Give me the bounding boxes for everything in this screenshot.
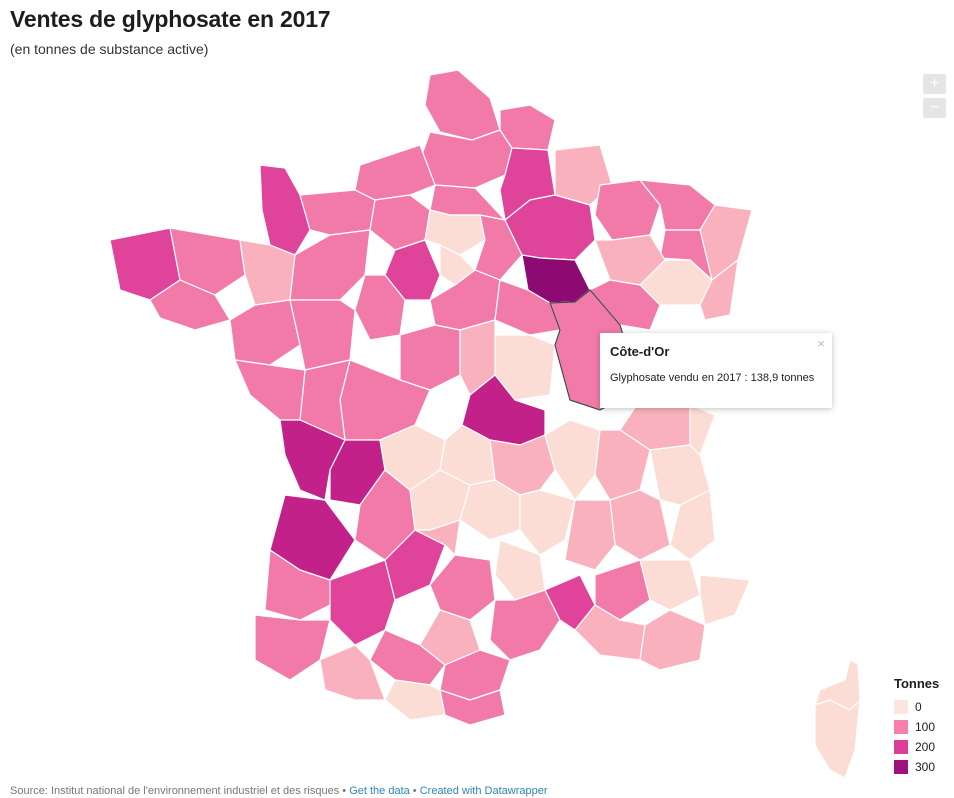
department-region[interactable]: [384, 529, 446, 601]
department-region[interactable]: [234, 359, 306, 421]
department-region[interactable]: [419, 129, 513, 189]
department-region[interactable]: [699, 574, 751, 626]
department-region[interactable]: [499, 104, 556, 151]
department-region[interactable]: [639, 559, 701, 611]
legend-label: 100: [915, 720, 936, 734]
department-region[interactable]: [564, 499, 616, 571]
legend-title: Tonnes: [894, 676, 940, 691]
department-region[interactable]: [354, 144, 436, 201]
close-icon[interactable]: ×: [817, 336, 825, 351]
separator: •: [339, 785, 350, 797]
department-region[interactable]: [594, 559, 651, 621]
department-region[interactable]: [814, 699, 861, 779]
department-region[interactable]: [384, 679, 446, 721]
department-region[interactable]: [414, 519, 461, 556]
legend-swatch: [894, 740, 908, 754]
department-region[interactable]: [489, 434, 556, 496]
department-region[interactable]: [299, 189, 376, 236]
department-tooltip: × Côte-d'Or Glyphosate vendu en 2017 : 1…: [600, 333, 832, 408]
department-region[interactable]: [519, 489, 576, 556]
map-subtitle: (en tonnes de substance active): [10, 41, 209, 57]
legend-swatch: [894, 720, 908, 734]
legend-swatch: [894, 700, 908, 714]
legend-swatch: [894, 760, 908, 774]
datawrapper-link[interactable]: Created with Datawrapper: [419, 785, 548, 797]
footer: Source: Institut national de l'environne…: [10, 785, 548, 797]
zoom-out-button[interactable]: −: [923, 98, 946, 118]
source-text: Source: Institut national de l'environne…: [10, 785, 340, 797]
get-data-link[interactable]: Get the data: [349, 785, 410, 797]
department-region[interactable]: [424, 69, 501, 141]
department-region[interactable]: [399, 324, 461, 391]
zoom-in-button[interactable]: +: [923, 74, 946, 94]
department-region[interactable]: [699, 259, 739, 321]
map-title: Ventes de glyphosate en 2017: [10, 6, 331, 32]
legend-item: 300: [894, 757, 939, 777]
department-region[interactable]: [169, 227, 246, 296]
legend-item: 200: [894, 737, 939, 757]
legend: Tonnes 0 100 200 300: [894, 676, 939, 777]
france-departments-map: [109, 69, 861, 779]
separator: •: [409, 785, 420, 797]
department-region[interactable]: [279, 419, 346, 501]
department-region[interactable]: [439, 689, 506, 726]
legend-item: 100: [894, 717, 939, 737]
legend-label: 0: [915, 700, 922, 714]
department-region[interactable]: [254, 614, 331, 681]
legend-item: 0: [894, 697, 939, 717]
legend-label: 200: [915, 740, 936, 754]
department-region[interactable]: [289, 299, 356, 371]
department-region[interactable]: [544, 419, 601, 501]
department-region[interactable]: [689, 404, 716, 456]
department-region[interactable]: [489, 589, 561, 661]
department-region[interactable]: [259, 164, 311, 256]
legend-label: 300: [915, 760, 936, 774]
department-region[interactable]: [639, 609, 706, 671]
department-region[interactable]: [669, 489, 716, 561]
department-region[interactable]: [229, 299, 301, 366]
tooltip-text: Glyphosate vendu en 2017 : 138,9 tonnes: [610, 372, 815, 384]
tooltip-title: Côte-d'Or: [610, 344, 670, 359]
department-region[interactable]: [319, 644, 386, 701]
department-region[interactable]: [424, 209, 486, 256]
